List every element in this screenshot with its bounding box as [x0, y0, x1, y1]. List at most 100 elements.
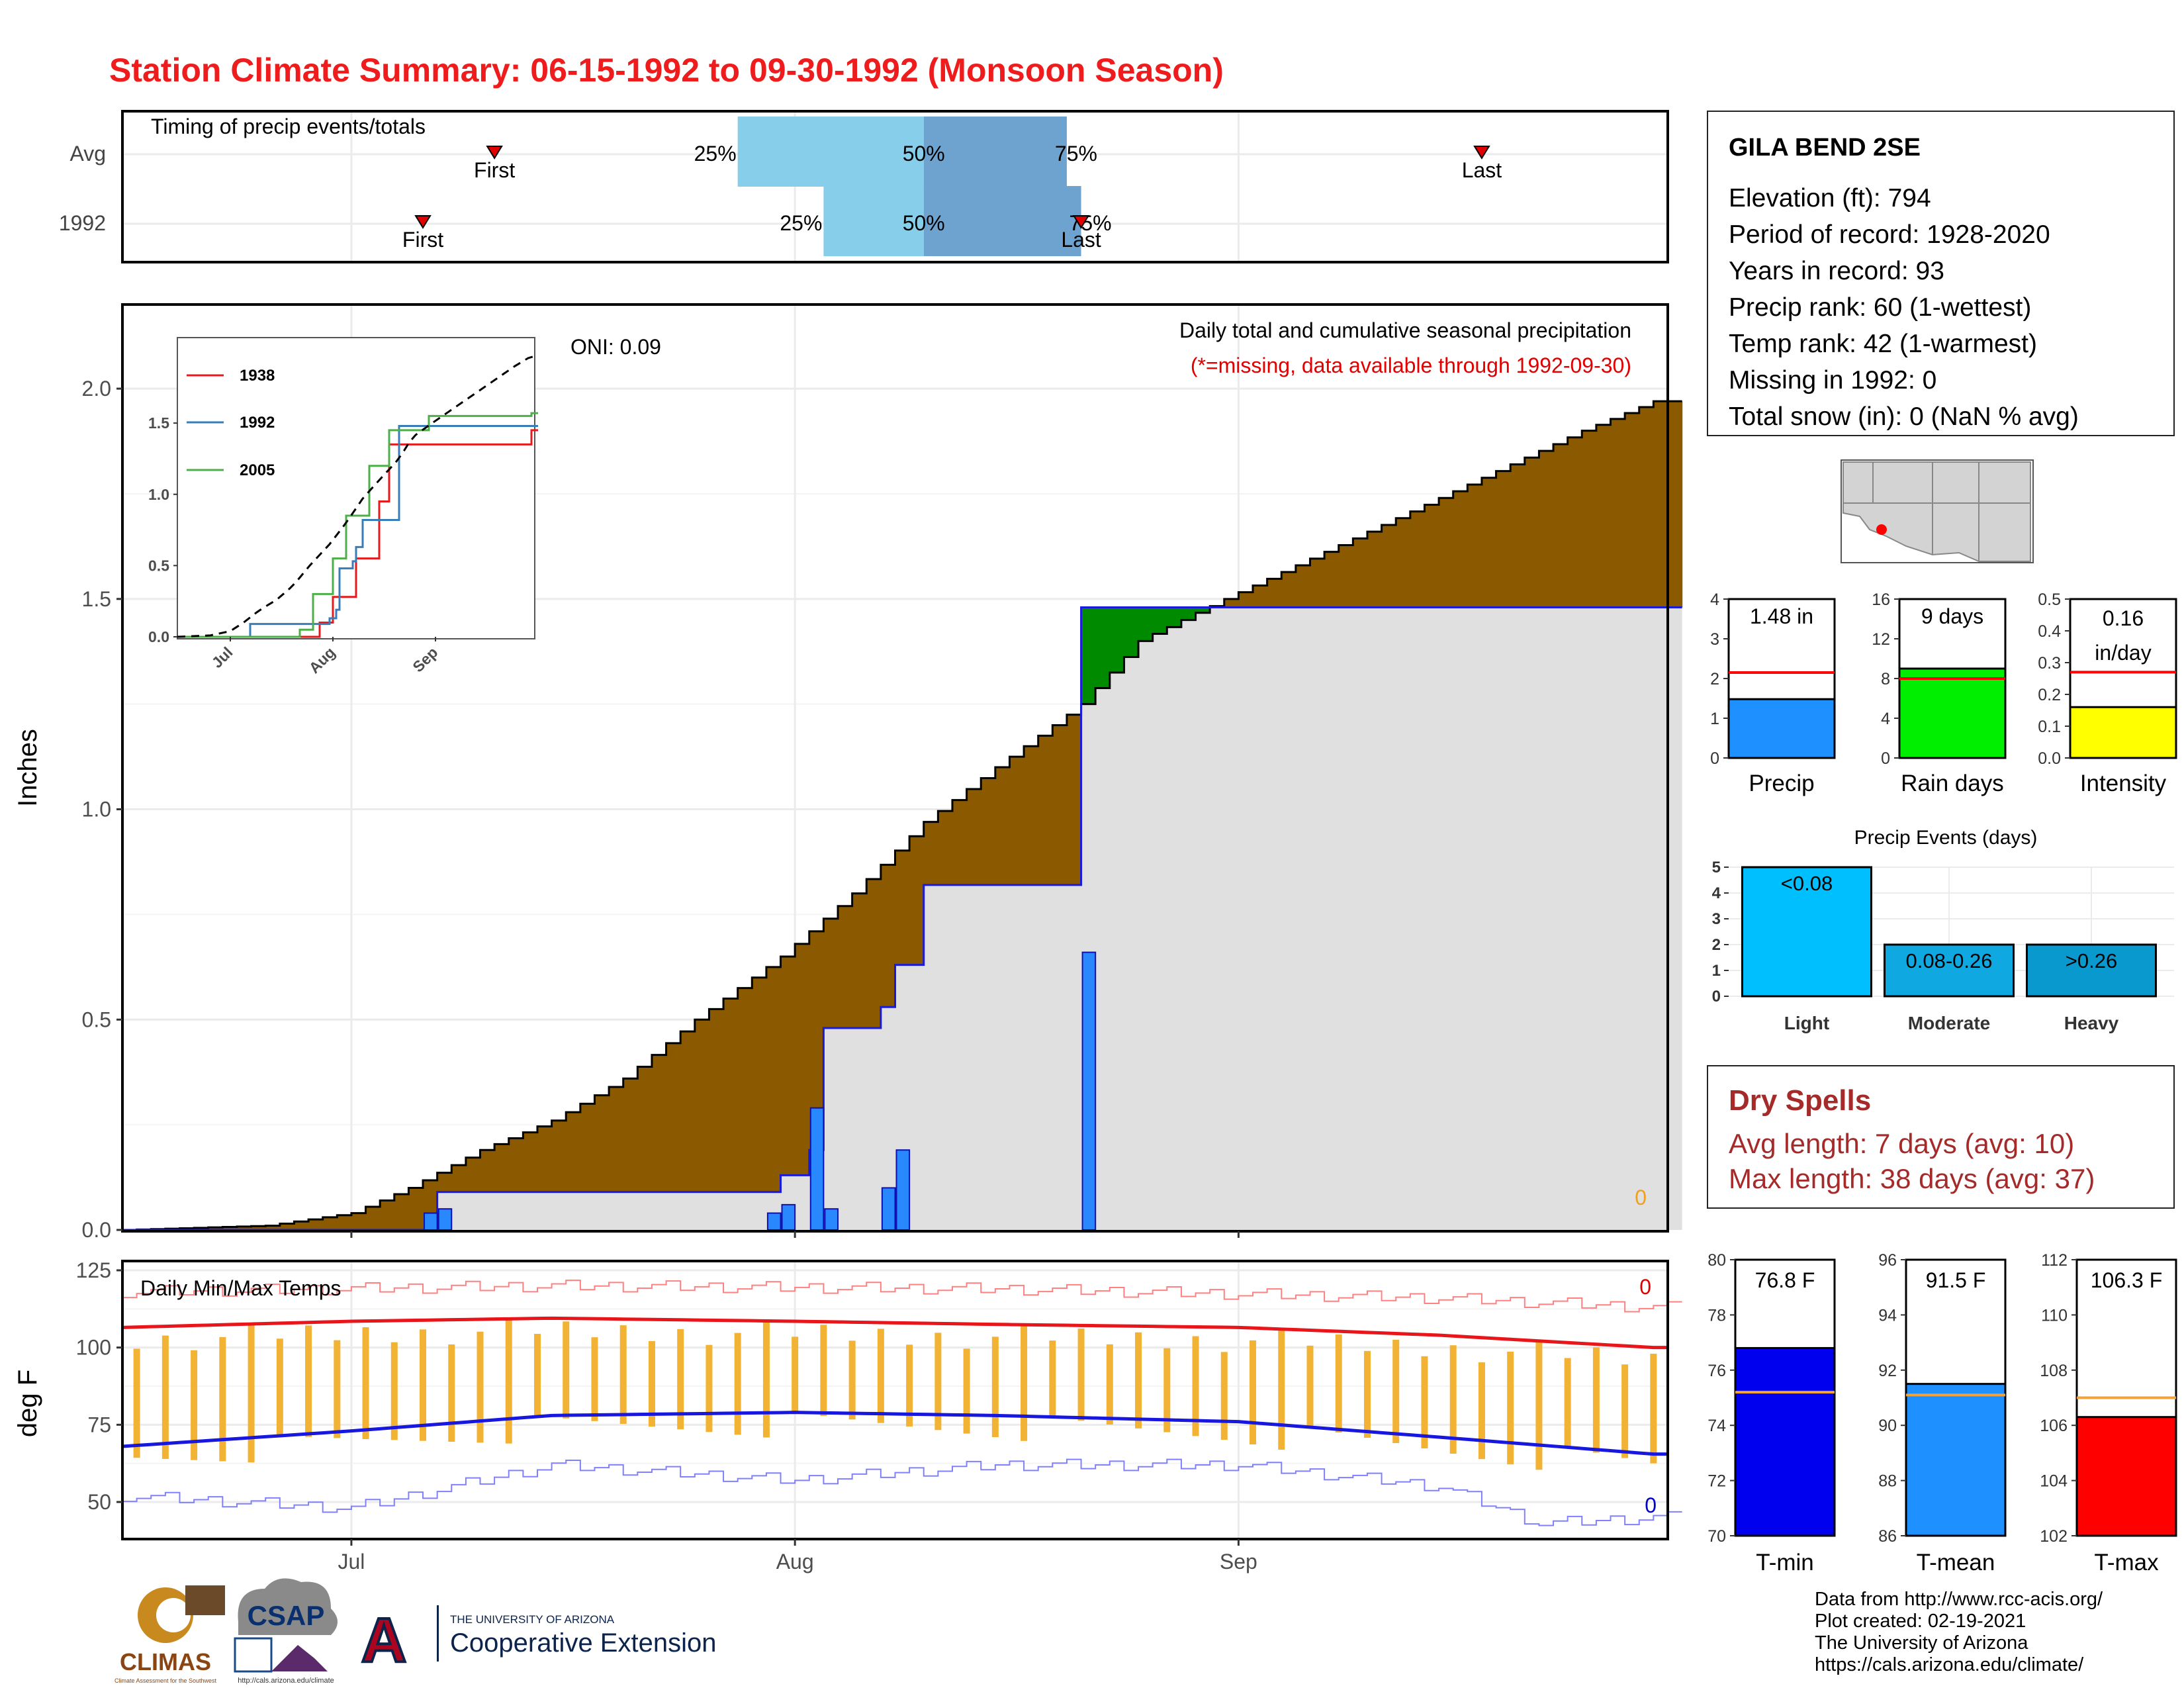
temp-summary-y-tick-label: 94 [1878, 1306, 1897, 1325]
below-average-fill [537, 1126, 553, 1192]
station-info-box: GILA BEND 2SE Elevation (ft): 794 Period… [1707, 111, 2175, 436]
temp-summary-y-tick-label: 112 [2041, 1251, 2068, 1270]
mini-bar-y-tick-label: 0 [1710, 749, 1719, 768]
below-average-fill [494, 1144, 510, 1192]
inset-average-line [177, 355, 535, 638]
precip-y-tick-label: 2.0 [82, 377, 111, 400]
ua-big-text: Cooperative Extension [450, 1628, 716, 1658]
missing-count: 0 [1635, 1186, 1647, 1209]
mini-bar-y-tick-label: 4 [1881, 710, 1890, 728]
temp-summary-y-tick-label: 72 [1707, 1472, 1726, 1491]
mini-bar-y-tick-label: 16 [1872, 590, 1890, 609]
mini-bar-y-tick-label: 4 [1710, 590, 1719, 609]
precip-events-bars: 0 1 2 3 4 5 <0.08 Light 0.08-0.26 Moderate >0.26 He… [1712, 859, 2174, 1033]
below-average-fill [952, 800, 968, 885]
climas-logo-subtext: Climate Assessment for the Southwest [114, 1677, 217, 1684]
csap-logo-url: http://cals.arizona.edu/climate [238, 1677, 334, 1685]
daily-precip-bar [1081, 951, 1097, 1231]
daily-temp-bar [705, 1344, 713, 1432]
temp-y-label: deg F [13, 1370, 42, 1437]
daily-temp-bar [1250, 1340, 1257, 1444]
below-average-fill [1310, 558, 1325, 608]
credit-line: The University of Arizona [1815, 1632, 2028, 1654]
csap-logo: CSAP http://cals.arizona.edu/climate [234, 1578, 338, 1685]
daily-temp-bar [991, 1336, 999, 1437]
temp-y-tick-label: 125 [76, 1258, 111, 1282]
mini-bar-y-tick-label: 3 [1710, 630, 1719, 649]
below-average-fill [351, 1213, 367, 1230]
below-average-fill [1524, 457, 1540, 608]
temp-summary-y-tick-label: 90 [1878, 1417, 1897, 1435]
inset-y-tick-label: 1.0 [148, 486, 169, 503]
below-average-fill [1668, 401, 1683, 608]
above-average-fill [1152, 607, 1167, 634]
mini-bar-y-tick-label: 12 [1872, 630, 1890, 649]
below-average-fill [294, 1221, 309, 1230]
inset-line-2005 [177, 412, 538, 638]
temp-summary-bar-t-mean [1905, 1383, 2007, 1537]
events-bar-heavy [2026, 943, 2157, 998]
daily-precip-bar [824, 1208, 839, 1231]
daily-temp-bar [963, 1348, 970, 1434]
timing-bar-25-50 [737, 117, 924, 187]
mini-bar-label: Intensity [2080, 771, 2167, 796]
timing-p50-label: 50% [903, 211, 945, 235]
below-average-fill [909, 836, 925, 965]
daily-temp-bar [1478, 1362, 1485, 1460]
below-average-fill [208, 1227, 223, 1230]
below-average-fill [1567, 437, 1582, 608]
below-average-fill [1038, 735, 1053, 885]
below-average-fill [651, 1055, 667, 1192]
timing-title: Timing of precip events/totals [151, 115, 426, 138]
credit-line: Plot created: 02-19-2021 [1815, 1611, 2026, 1632]
daily-temp-bar [648, 1340, 655, 1427]
daily-temp-bar [390, 1342, 398, 1440]
temp-summary-y-tick-label: 106 [2040, 1417, 2068, 1435]
timing-row-label: 1992 [59, 211, 106, 235]
below-average-fill [279, 1223, 295, 1230]
precip-panel: 0.0 0.5 1.0 1.5 2.0 Inches ONI: 0.09 Daily t… [13, 303, 1683, 1242]
timing-last-marker [1473, 146, 1490, 160]
below-average-fill [480, 1150, 495, 1192]
daily-temp-bar [762, 1321, 770, 1438]
below-average-fill [1424, 504, 1439, 608]
daily-temp-bar [934, 1333, 942, 1430]
below-average-fill [1410, 511, 1426, 608]
below-average-fill [465, 1157, 481, 1192]
below-average-fill [938, 811, 953, 885]
below-average-fill [895, 850, 910, 965]
events-y-tick-label: 3 [1712, 910, 1721, 928]
below-average-fill [1539, 451, 1554, 608]
below-average-fill [866, 879, 882, 1028]
daily-temp-bar [1421, 1356, 1428, 1448]
timing-panel: Timing of precip events/totals Avg 1992 … [59, 110, 1669, 263]
timing-p50-label: 50% [903, 142, 945, 165]
temp-summary-value-label: 76.8 F [1755, 1268, 1815, 1292]
below-average-fill [1639, 407, 1654, 608]
below-average-fill [752, 977, 767, 1192]
missing-note: (*=missing, data available through 1992-… [1191, 353, 1631, 377]
mini-bar-rain-days [1898, 667, 2007, 759]
dry-spells-box: Dry Spells Avg length: 7 days (avg: 10) … [1707, 1065, 2175, 1209]
below-average-fill [1610, 418, 1625, 608]
events-y-tick-label: 4 [1712, 884, 1721, 902]
temp-summary-label: T-min [1756, 1550, 1814, 1575]
record-low-count: 0 [1645, 1493, 1657, 1517]
precip-data [122, 400, 1683, 1231]
timing-first-marker [486, 146, 503, 160]
daily-temp-bar [1564, 1358, 1571, 1448]
below-average-fill [1553, 444, 1569, 608]
timing-p25-label: 25% [780, 211, 822, 235]
timing-last-label: Last [1061, 228, 1101, 252]
timing-first-label: First [474, 158, 515, 182]
events-category-label: Moderate [1908, 1013, 1990, 1033]
temp-summary-y-tick-label: 110 [2041, 1306, 2068, 1325]
events-category-label: Heavy [2064, 1013, 2119, 1033]
daily-temp-bar [734, 1333, 741, 1435]
below-average-fill [551, 1120, 567, 1192]
daily-temp-bar [1621, 1364, 1629, 1458]
mini-bar-y-tick-label: 1 [1710, 710, 1719, 728]
below-average-fill [737, 988, 752, 1192]
mini-bar-precip [1727, 698, 1836, 759]
